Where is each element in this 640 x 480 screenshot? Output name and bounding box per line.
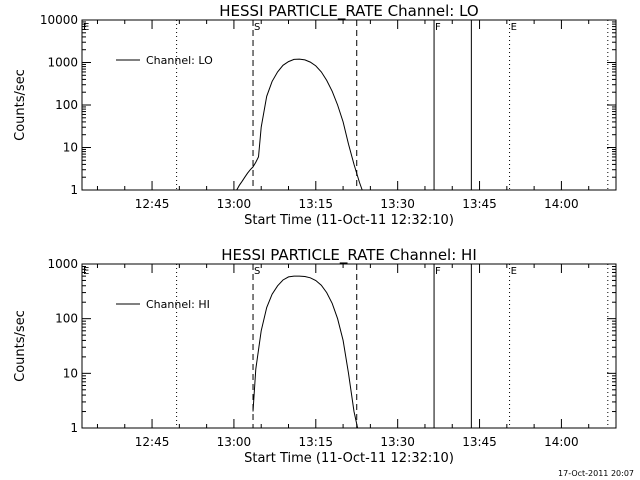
x-tick-label: 12:45 xyxy=(135,435,170,449)
chart-panel-hi: HESSI PARTICLE_RATE Channel: HI 1 10 100 100… xyxy=(13,246,617,466)
x-axis-label: Start Time (11-Oct-11 12:32:10) xyxy=(244,451,454,466)
y-tick-label: 10 xyxy=(63,366,78,380)
x-tick-label: 14:00 xyxy=(544,435,579,449)
plot-frame xyxy=(81,19,617,191)
corner-marker-label: E xyxy=(83,266,89,277)
legend-entry: Channel: LO xyxy=(146,54,213,67)
plot-frame xyxy=(81,263,617,429)
corner-marker-label: E xyxy=(83,22,89,33)
y-tick-label: 10000 xyxy=(40,13,78,27)
x-tick-label: 12:45 xyxy=(135,197,170,211)
series-line xyxy=(236,58,363,191)
legend-entry: Channel: HI xyxy=(146,298,210,311)
y-tick-label: 100 xyxy=(55,312,78,326)
x-tick-label: 13:30 xyxy=(380,435,415,449)
y-tick-label: 1000 xyxy=(47,257,78,271)
chart-panel-lo: HESSI PARTICLE_RATE Channel: LO 1 10 100 100… xyxy=(13,2,617,228)
footer-timestamp: 17-Oct-2011 20:07 xyxy=(558,469,634,478)
x-axis-label: Start Time (11-Oct-11 12:32:10) xyxy=(244,213,454,228)
event-marker-label: S xyxy=(254,266,260,277)
y-axis-label: Counts/sec xyxy=(13,310,28,382)
x-tick-label: 13:30 xyxy=(380,197,415,211)
event-marker-label: E xyxy=(511,266,517,277)
x-tick-label: 13:15 xyxy=(298,435,333,449)
y-tick-label: 1 xyxy=(70,183,78,197)
y-tick-label: 1 xyxy=(70,421,78,435)
event-marker-label: E xyxy=(511,22,517,33)
y-axis-label: Counts/sec xyxy=(13,69,28,141)
x-tick-label: 13:00 xyxy=(217,197,252,211)
x-tick-label: 14:00 xyxy=(544,197,579,211)
y-tick-label: 100 xyxy=(55,98,78,112)
x-tick-label: 13:45 xyxy=(462,435,497,449)
y-tick-label: 10 xyxy=(63,141,78,155)
x-tick-label: 13:00 xyxy=(217,435,252,449)
event-marker-label: S xyxy=(254,22,260,33)
x-tick-label: 13:45 xyxy=(462,197,497,211)
series-line xyxy=(252,275,359,429)
x-tick-label: 13:15 xyxy=(298,197,333,211)
chart-title: HESSI PARTICLE_RATE Channel: LO xyxy=(219,2,478,21)
y-tick-label: 1000 xyxy=(47,56,78,70)
event-marker-label: F xyxy=(435,266,441,277)
chart-title: HESSI PARTICLE_RATE Channel: HI xyxy=(221,246,477,265)
event-marker-label: F xyxy=(435,22,441,33)
